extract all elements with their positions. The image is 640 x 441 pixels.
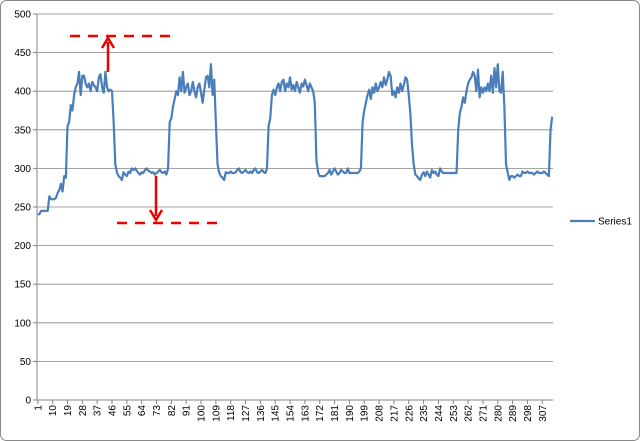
x-tick-label: 64 (137, 405, 148, 417)
x-tick-label: 298 (523, 405, 534, 422)
x-tick-label: 109 (211, 405, 222, 422)
x-tick-label: 190 (345, 405, 356, 422)
x-tick-label: 154 (286, 405, 297, 422)
x-tick-label: 199 (360, 405, 371, 422)
x-tick-label: 28 (78, 405, 89, 417)
y-tick-label: 50 (20, 357, 32, 368)
x-tick-label: 271 (478, 405, 489, 422)
x-tick-label: 136 (256, 405, 267, 422)
x-tick-label: 172 (315, 405, 326, 422)
x-tick-label: 289 (508, 405, 519, 422)
x-tick-label: 19 (63, 405, 74, 417)
x-tick-label: 37 (93, 405, 104, 417)
down-arrow-head (148, 209, 164, 223)
x-tick-label: 82 (167, 405, 178, 417)
x-tick-label: 262 (464, 405, 475, 422)
x-tick-label: 73 (152, 405, 163, 417)
x-tick-label: 235 (419, 405, 430, 422)
x-tick-label: 208 (375, 405, 386, 422)
x-tick-label: 127 (241, 405, 252, 422)
x-tick-label: 307 (538, 405, 549, 422)
y-tick-label: 200 (14, 241, 31, 252)
x-tick-label: 118 (226, 405, 237, 421)
x-tick-label: 10 (48, 405, 59, 417)
x-tick-label: 181 (330, 405, 341, 422)
up-arrow-head (100, 35, 116, 49)
y-tick-label: 100 (14, 318, 31, 329)
x-tick-label: 91 (182, 405, 193, 417)
x-tick-label: 100 (197, 405, 208, 422)
x-tick-label: 46 (108, 405, 119, 417)
y-tick-label: 0 (25, 396, 31, 407)
x-tick-label: 253 (449, 405, 460, 422)
x-tick-label: 217 (389, 405, 400, 422)
x-tick-label: 55 (122, 405, 133, 417)
y-tick-label: 150 (14, 280, 31, 291)
plot-area: 0 50 100 150 200 250 300 350 400 450 500 1 10 19 28 37 4… (14, 10, 554, 422)
y-tick-label: 450 (14, 48, 31, 59)
y-tick-label: 250 (14, 203, 31, 214)
y-tick-label: 300 (14, 164, 31, 175)
y-tick-label: 500 (14, 10, 31, 21)
x-tick-label: 280 (493, 405, 504, 422)
x-tick-label: 163 (300, 405, 311, 422)
x-tick-label: 244 (434, 405, 445, 422)
series-line (37, 63, 554, 216)
y-tick-label: 350 (14, 125, 31, 136)
y-tick-label: 400 (14, 87, 31, 98)
x-tick-label: 145 (271, 405, 282, 422)
legend-label: Series1 (598, 217, 632, 228)
annotations (70, 34, 222, 225)
x-tick-label: 226 (404, 405, 415, 422)
x-tick-label: 1 (33, 405, 44, 411)
